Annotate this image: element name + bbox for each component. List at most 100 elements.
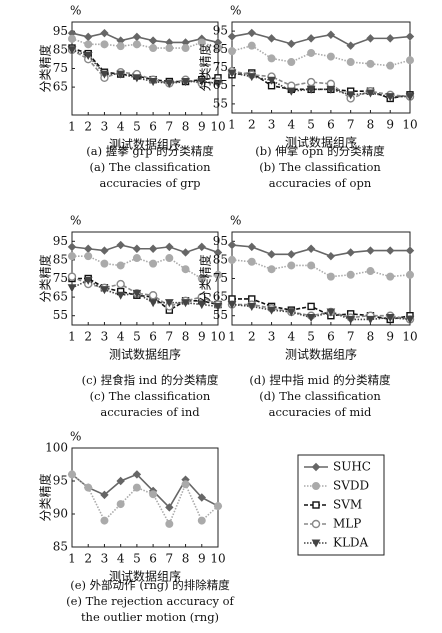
marker xyxy=(100,286,109,295)
y-tick-label: 85 xyxy=(213,42,228,56)
x-tick-label: 6 xyxy=(327,118,335,132)
x-tick-label: 6 xyxy=(149,330,157,344)
y-tick-label: 95 xyxy=(53,474,68,488)
marker xyxy=(84,483,93,492)
marker xyxy=(197,292,206,302)
marker xyxy=(67,46,77,55)
marker xyxy=(267,34,276,43)
caption: (b) The classification xyxy=(259,160,381,174)
marker xyxy=(405,315,415,324)
marker xyxy=(386,272,395,281)
series-line xyxy=(231,244,410,258)
series-line xyxy=(231,32,411,47)
marker xyxy=(366,34,375,43)
y-tick-label: 85 xyxy=(53,540,68,554)
y-tick-label: 65 xyxy=(213,290,228,304)
marker xyxy=(165,44,174,53)
x-tick-label: 10 xyxy=(402,118,417,132)
x-tick-label: 6 xyxy=(149,552,157,566)
marker xyxy=(149,259,158,268)
marker xyxy=(165,503,174,512)
caption: accuracies of mid xyxy=(269,405,372,419)
x-tick-label: 10 xyxy=(210,330,225,344)
y-tick-label: 100 xyxy=(45,441,68,455)
marker xyxy=(197,274,206,283)
x-tick-label: 3 xyxy=(101,330,109,344)
series-line xyxy=(232,298,411,321)
caption: (d) The classification xyxy=(259,389,381,403)
x-tick-label: 6 xyxy=(149,120,157,134)
marker xyxy=(197,242,206,252)
x-tick-label: 9 xyxy=(198,330,206,344)
marker xyxy=(311,462,321,472)
y-axis-label: 分类精度 xyxy=(198,254,213,302)
caption: accuracies of grp xyxy=(99,176,200,190)
marker xyxy=(100,259,109,268)
marker xyxy=(132,74,142,83)
marker xyxy=(100,490,109,500)
unit-label: % xyxy=(230,4,241,18)
marker xyxy=(286,87,296,96)
marker xyxy=(227,69,237,78)
x-tick-label: 9 xyxy=(198,552,206,566)
marker xyxy=(67,272,77,281)
marker xyxy=(267,76,276,85)
caption: (e) 外部动作 (rng) 的排除精度 xyxy=(70,578,230,592)
marker xyxy=(406,56,414,65)
x-tick-label: 9 xyxy=(386,330,394,344)
marker xyxy=(247,242,256,252)
marker xyxy=(386,34,395,43)
marker xyxy=(197,38,206,47)
marker xyxy=(366,315,375,324)
legend-label: SVM xyxy=(333,498,362,512)
marker xyxy=(67,284,77,293)
x-tick-label: 7 xyxy=(166,330,174,344)
marker xyxy=(346,315,356,324)
x-axis-label: 测试数据组序 xyxy=(285,347,357,362)
marker xyxy=(247,28,256,38)
x-tick-label: 1 xyxy=(68,330,76,344)
marker xyxy=(326,251,336,261)
y-tick-label: 75 xyxy=(53,61,68,75)
y-axis-label: 分类精度 xyxy=(198,43,213,91)
x-tick-label: 4 xyxy=(117,120,125,134)
marker xyxy=(247,41,256,50)
plot-frame xyxy=(71,447,219,548)
y-tick-label: 75 xyxy=(213,271,228,285)
marker xyxy=(385,314,395,323)
legend-label: SVDD xyxy=(333,479,369,493)
x-tick-label: 4 xyxy=(117,330,125,344)
marker xyxy=(149,44,158,53)
marker xyxy=(346,58,355,67)
marker xyxy=(132,254,141,263)
marker xyxy=(197,493,206,502)
marker xyxy=(267,250,276,259)
marker xyxy=(83,51,93,61)
x-tick-label: 2 xyxy=(84,330,92,344)
series-line xyxy=(232,303,411,321)
x-tick-label: 8 xyxy=(367,118,375,132)
marker xyxy=(84,252,93,261)
series-line xyxy=(71,32,219,44)
marker xyxy=(326,308,336,317)
x-tick-label: 10 xyxy=(402,330,417,344)
marker xyxy=(148,299,158,308)
y-tick-label: 85 xyxy=(53,42,68,56)
marker xyxy=(406,270,414,279)
marker xyxy=(405,246,415,255)
marker xyxy=(148,36,158,45)
marker xyxy=(405,93,415,102)
marker xyxy=(326,52,335,61)
caption: accuracies of ind xyxy=(100,405,200,419)
series-line xyxy=(71,275,219,308)
marker xyxy=(181,78,190,87)
marker xyxy=(197,301,207,310)
x-tick-label: 3 xyxy=(101,552,109,566)
marker xyxy=(307,302,315,311)
marker xyxy=(181,299,190,308)
marker xyxy=(307,261,316,270)
y-tick-label: 85 xyxy=(213,252,228,266)
caption: (c) The classification xyxy=(90,389,211,403)
marker xyxy=(346,41,355,50)
series-line xyxy=(71,279,219,308)
